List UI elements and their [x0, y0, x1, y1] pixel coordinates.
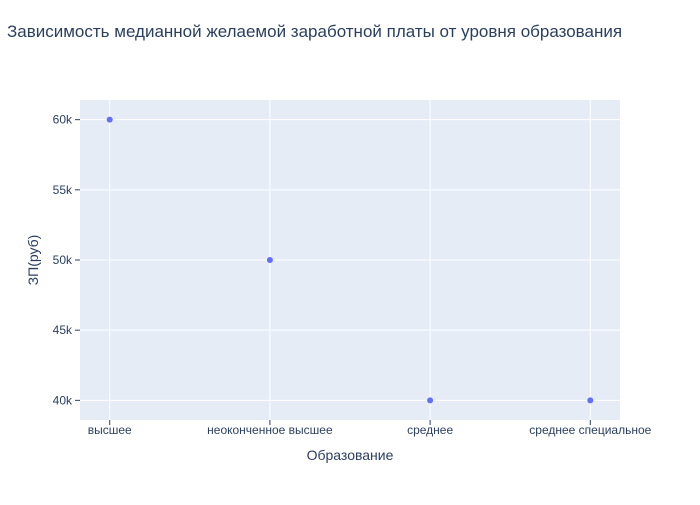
- y-axis: 40k 45k 50k 55k 60k: [53, 113, 80, 407]
- y-tick-label: 40k: [53, 393, 73, 407]
- x-tick-label: неоконченное высшее: [207, 423, 333, 437]
- scatter-point: [106, 116, 113, 123]
- scatter-point: [266, 257, 273, 263]
- y-tick-label: 55k: [53, 183, 73, 197]
- chart-title: Зависимость медианной желаемой заработно…: [7, 22, 622, 41]
- x-tick-label: высшее: [88, 423, 132, 437]
- scatter-point: [427, 397, 434, 404]
- y-tick-label: 50k: [53, 253, 73, 267]
- x-axis: высшее неоконченное высшее среднее среднее …: [88, 420, 652, 437]
- y-tick-label: 60k: [53, 113, 73, 127]
- scatter-point: [587, 397, 594, 404]
- y-tick-label: 45k: [53, 323, 73, 337]
- x-tick-label: среднее специальное: [529, 423, 651, 437]
- y-axis-title: ЗП(руб): [25, 235, 41, 286]
- grid-layer: [80, 100, 620, 420]
- x-tick-label: среднее: [407, 423, 453, 437]
- marker-layer: [106, 116, 594, 404]
- x-axis-title: Образование: [307, 447, 394, 463]
- plot-area: [80, 100, 620, 420]
